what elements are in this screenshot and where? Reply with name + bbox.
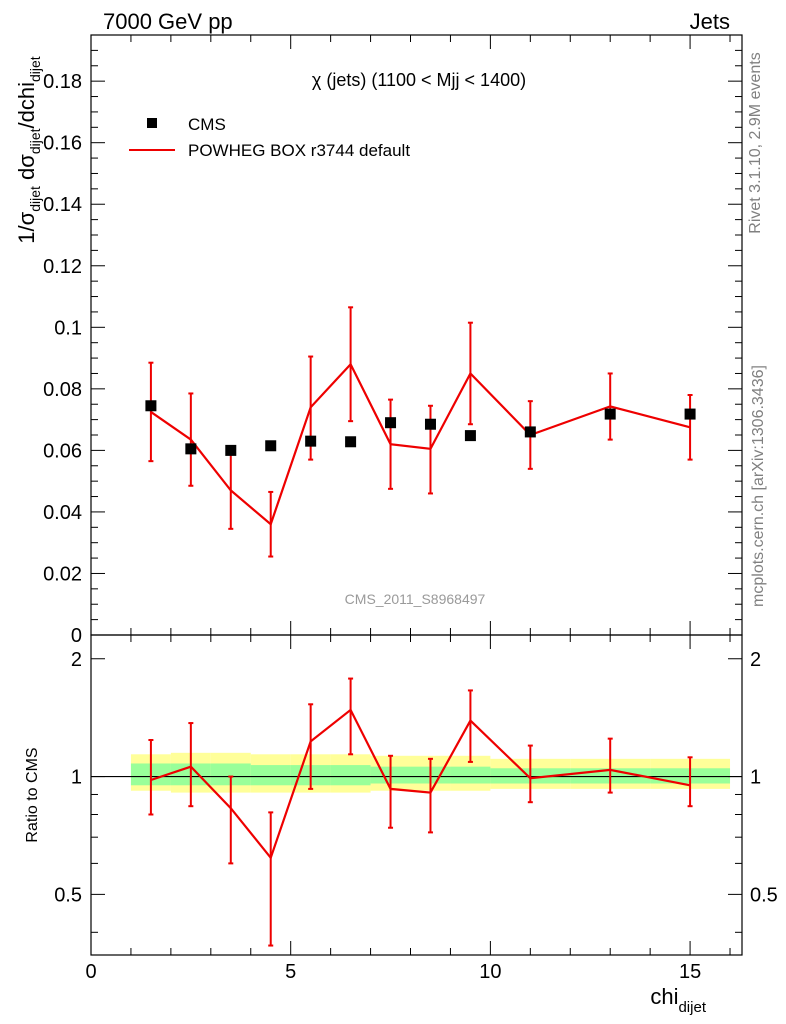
cms-data-point: [265, 440, 277, 452]
y-tick-label-ratio-right: 0.5: [750, 884, 778, 906]
cms-data-point: [185, 443, 197, 455]
ylabel-part-2: dσ: [14, 154, 39, 186]
mcplots-label: mcplots.cern.ch [arXiv:1306.3436]: [750, 365, 767, 607]
chart-title: χ (jets) (1100 < Mjj < 1400): [312, 70, 526, 90]
y-axis-label-ratio: Ratio to CMS: [24, 747, 41, 842]
y-tick-label-main: 0.02: [43, 563, 82, 585]
xlabel-sub: dijet: [678, 999, 706, 1016]
x-tick-label: 0: [85, 961, 96, 983]
data-series-main: [145, 400, 696, 456]
x-axis-label: chidijet: [650, 984, 706, 1016]
xlabel-main: chi: [650, 984, 678, 1009]
axis-ticks: 0 5 10 15 0 0.02 0.04 0.06 0.08 0.1 0.12 0.14 0.16 0.…: [43, 35, 778, 983]
legend-powheg-label: POWHEG BOX r3744 default: [188, 141, 410, 160]
band-green-8: [450, 766, 491, 784]
ratio-plot-frame: [90, 634, 743, 956]
y-tick-label-main: 0.14: [43, 194, 82, 216]
mc-line-ratio: [150, 708, 691, 861]
cms-data-point: [305, 435, 317, 447]
cms-data-point: [524, 426, 536, 438]
y-tick-label-main: 0.16: [43, 133, 82, 155]
ylabel-sub-2: dijet: [27, 128, 43, 154]
plot-frames: [90, 34, 743, 956]
mc-line-main: [150, 362, 691, 527]
legend-cms-label: CMS: [188, 115, 226, 134]
y-tick-label-main: 0.08: [43, 379, 82, 401]
band-green-5: [330, 765, 371, 786]
rivet-label: Rivet 3.1.10, 2.9M events: [747, 52, 764, 233]
y-tick-label-main: 0: [71, 625, 82, 647]
cms-data-point: [385, 417, 397, 429]
cms-data-point: [464, 430, 476, 442]
cms-data-point: [604, 408, 616, 420]
legend: CMS POWHEG BOX r3744 default: [129, 115, 410, 160]
band-green-3: [250, 765, 291, 786]
y-tick-label-main: 0.04: [43, 502, 82, 524]
ylabel-part-1: 1/σ: [14, 211, 39, 243]
cms-data-point: [145, 400, 157, 412]
x-tick-label: 10: [479, 961, 501, 983]
y-tick-label-main: 0.06: [43, 440, 82, 462]
x-tick-label: 15: [679, 961, 701, 983]
ylabel-sub-3: dijet: [27, 56, 43, 82]
ylabel-sub-1: dijet: [27, 186, 43, 212]
svg-text:1/σdijet dσdijet/dchidijet: 1/σdijet dσdijet/dchidijet: [14, 56, 43, 244]
cms-data-point: [345, 436, 357, 448]
mc-series-main: [148, 306, 693, 558]
cms-data-point: [684, 408, 696, 420]
header-left: 7000 GeV pp: [103, 9, 233, 34]
x-tick-label: 5: [285, 961, 296, 983]
mc-series-ratio: [148, 677, 693, 947]
y-tick-label-main: 0.1: [54, 317, 82, 339]
ylabel-part-3: /dchi: [14, 82, 39, 128]
y-tick-label-ratio-left: 0.5: [54, 884, 82, 906]
y-axis-label-main: 1/σdijet dσdijet/dchidijet: [14, 56, 43, 244]
header-right: Jets: [690, 9, 730, 34]
analysis-watermark: CMS_2011_S8968497: [345, 591, 486, 607]
y-tick-label-main: 0.18: [43, 71, 82, 93]
y-tick-label-ratio-right: 2: [750, 649, 761, 671]
legend-cms-marker: [147, 118, 157, 128]
ratio-bands: [91, 752, 742, 793]
cms-data-point: [225, 444, 237, 456]
band-green-2: [210, 763, 251, 786]
y-tick-label-main: 0.12: [43, 256, 82, 278]
y-tick-label-ratio-right: 1: [750, 767, 761, 789]
y-tick-label-ratio-left: 2: [71, 649, 82, 671]
cms-data-point: [424, 418, 436, 430]
y-tick-label-ratio-left: 1: [71, 767, 82, 789]
